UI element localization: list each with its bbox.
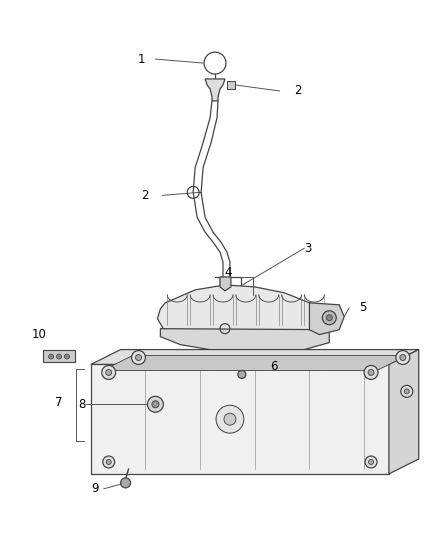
Polygon shape	[91, 350, 419, 365]
Text: 5: 5	[359, 301, 367, 314]
Circle shape	[224, 413, 236, 425]
Text: 6: 6	[270, 360, 277, 373]
Circle shape	[106, 459, 111, 464]
Circle shape	[120, 478, 131, 488]
Circle shape	[365, 456, 377, 468]
Circle shape	[106, 369, 112, 375]
Text: 2: 2	[141, 189, 148, 202]
Circle shape	[401, 385, 413, 397]
Text: 2: 2	[294, 84, 302, 98]
Polygon shape	[205, 79, 225, 101]
Text: 1: 1	[138, 53, 145, 66]
Circle shape	[152, 401, 159, 408]
Text: 8: 8	[78, 398, 86, 411]
Polygon shape	[389, 350, 419, 474]
Circle shape	[49, 354, 53, 359]
Text: 3: 3	[304, 241, 312, 255]
Circle shape	[400, 354, 406, 360]
Polygon shape	[91, 365, 389, 474]
Polygon shape	[103, 356, 407, 370]
Circle shape	[216, 405, 244, 433]
Circle shape	[135, 354, 141, 360]
Polygon shape	[309, 303, 344, 335]
Circle shape	[148, 397, 163, 412]
Circle shape	[131, 351, 145, 365]
Circle shape	[238, 370, 246, 378]
Text: 4: 4	[224, 266, 232, 279]
Circle shape	[326, 315, 332, 321]
Circle shape	[103, 456, 115, 468]
Polygon shape	[157, 285, 334, 345]
Circle shape	[57, 354, 61, 359]
Circle shape	[396, 351, 410, 365]
Circle shape	[368, 459, 374, 464]
Polygon shape	[220, 277, 231, 291]
Circle shape	[404, 389, 409, 394]
Polygon shape	[160, 329, 329, 352]
Circle shape	[368, 369, 374, 375]
Circle shape	[364, 366, 378, 379]
Circle shape	[64, 354, 70, 359]
Bar	[43, 350, 75, 361]
Text: 9: 9	[91, 482, 99, 495]
Circle shape	[322, 311, 336, 325]
Bar	[227, 81, 235, 89]
Circle shape	[102, 366, 116, 379]
Text: 10: 10	[32, 328, 46, 341]
Text: 7: 7	[54, 397, 62, 409]
